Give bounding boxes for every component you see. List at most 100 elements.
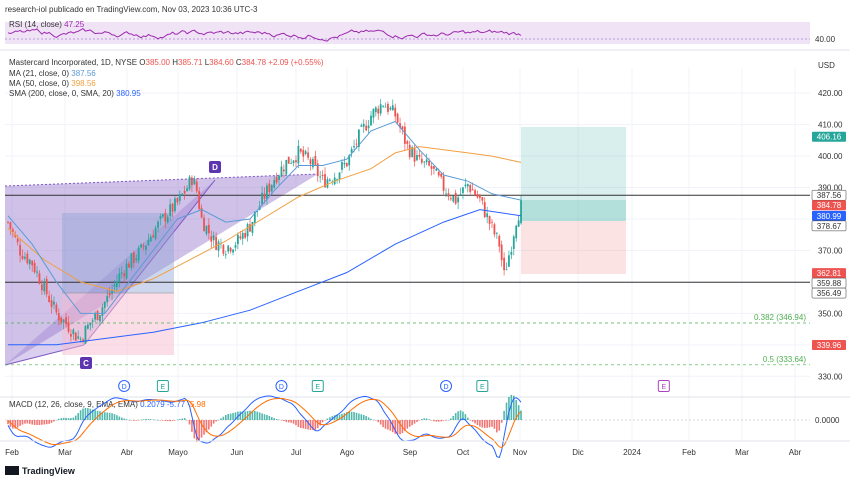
macd-bar xyxy=(111,413,113,420)
macd-bar xyxy=(118,416,121,420)
dividend-marker xyxy=(275,380,288,392)
candle-body xyxy=(183,191,186,194)
macd-bar xyxy=(191,420,193,432)
macd-bar xyxy=(512,395,515,420)
candle-body xyxy=(319,176,322,178)
candle-body xyxy=(302,149,305,157)
macd-bar xyxy=(389,420,392,431)
macd-bar xyxy=(65,417,67,420)
macd-bar xyxy=(217,419,220,421)
price-tag xyxy=(812,339,846,350)
x-tick-label: Jul xyxy=(291,448,301,457)
candle-body xyxy=(140,244,142,248)
macd-bar xyxy=(300,420,302,428)
macd-bar xyxy=(452,415,455,420)
macd-bar xyxy=(99,411,101,420)
candle-body xyxy=(195,181,198,192)
candle-body xyxy=(452,195,455,202)
macd-bar xyxy=(137,420,140,421)
macd-bar xyxy=(324,420,326,421)
x-tick-label: Mar xyxy=(735,448,749,457)
candle-body xyxy=(67,322,70,332)
macd-bar xyxy=(437,420,440,422)
macd-bar xyxy=(459,410,462,420)
macd-bar xyxy=(283,420,285,422)
dividend-marker xyxy=(118,380,131,392)
candle-body xyxy=(457,197,460,203)
candle-body xyxy=(123,273,126,277)
ma21-legend: MA (21, close, 0) 387.56 xyxy=(9,69,96,78)
macd-signal-line xyxy=(7,398,522,449)
earnings-marker xyxy=(311,380,324,392)
candle-body xyxy=(270,184,273,192)
macd-bar xyxy=(12,420,14,429)
candle-body xyxy=(212,235,215,241)
macd-bar xyxy=(474,420,476,424)
x-tick-label: Feb xyxy=(682,448,696,457)
candle-body xyxy=(387,103,389,112)
macd-bar xyxy=(454,413,457,420)
candle-body xyxy=(261,192,263,205)
macd-bar xyxy=(140,419,142,421)
macd-zero-label: 0.0000 xyxy=(815,416,840,425)
candle-body xyxy=(224,254,227,256)
macd-bar xyxy=(379,420,382,425)
candle-body xyxy=(505,269,508,271)
candle-body xyxy=(498,235,501,247)
macd-bar xyxy=(220,418,222,420)
candle-body xyxy=(132,252,135,263)
candle-body xyxy=(205,225,208,234)
candle-body xyxy=(31,260,34,266)
tradingview-logo: TradingView xyxy=(5,466,76,476)
macd-bar xyxy=(43,420,46,425)
price-tag xyxy=(812,131,846,142)
macd-bar xyxy=(471,420,474,422)
macd-bar xyxy=(28,420,31,424)
macd-bar xyxy=(254,411,256,420)
candle-body xyxy=(125,263,128,279)
candle-body xyxy=(108,292,111,296)
candle-body xyxy=(239,236,242,239)
candle-body xyxy=(328,179,331,181)
candle-body xyxy=(287,156,290,164)
candle-body xyxy=(520,200,522,224)
candle-body xyxy=(338,172,341,180)
macd-bar xyxy=(77,413,79,420)
candle-body xyxy=(362,123,365,127)
macd-bar xyxy=(515,400,517,420)
candle-body xyxy=(40,284,43,291)
pattern-top-edge xyxy=(4,173,319,187)
macd-bar xyxy=(234,412,237,420)
candle-body xyxy=(237,234,239,245)
candle-body xyxy=(11,229,14,233)
macd-bar xyxy=(416,420,418,422)
candle-body xyxy=(295,160,297,163)
candle-body xyxy=(440,173,443,177)
macd-bar xyxy=(510,394,513,420)
y-tick-label: 390.00 xyxy=(818,184,843,193)
macd-bar xyxy=(520,410,522,420)
macd-bar xyxy=(16,420,19,428)
candle-body xyxy=(408,144,411,158)
candle-body xyxy=(251,221,254,233)
candle-body xyxy=(65,317,67,325)
macd-bar xyxy=(440,420,442,422)
macd-bar xyxy=(479,420,481,427)
y-tick-label: 420.00 xyxy=(818,89,843,98)
candle-body xyxy=(462,187,464,194)
macd-bar xyxy=(445,420,447,421)
rsi-pane: RSI (14, close) 47.25 40.00 xyxy=(5,18,836,48)
candle-body xyxy=(447,193,450,197)
candle-body xyxy=(411,147,414,157)
macd-bar xyxy=(505,402,508,420)
candle-body xyxy=(200,207,203,218)
candle-body xyxy=(343,162,346,165)
candle-body xyxy=(425,159,428,163)
candle-body xyxy=(360,125,363,127)
macd-bar xyxy=(268,415,271,420)
candle-body xyxy=(268,183,271,193)
macd-bar xyxy=(125,419,128,420)
candle-body xyxy=(285,159,288,175)
macd-bar xyxy=(358,413,360,420)
